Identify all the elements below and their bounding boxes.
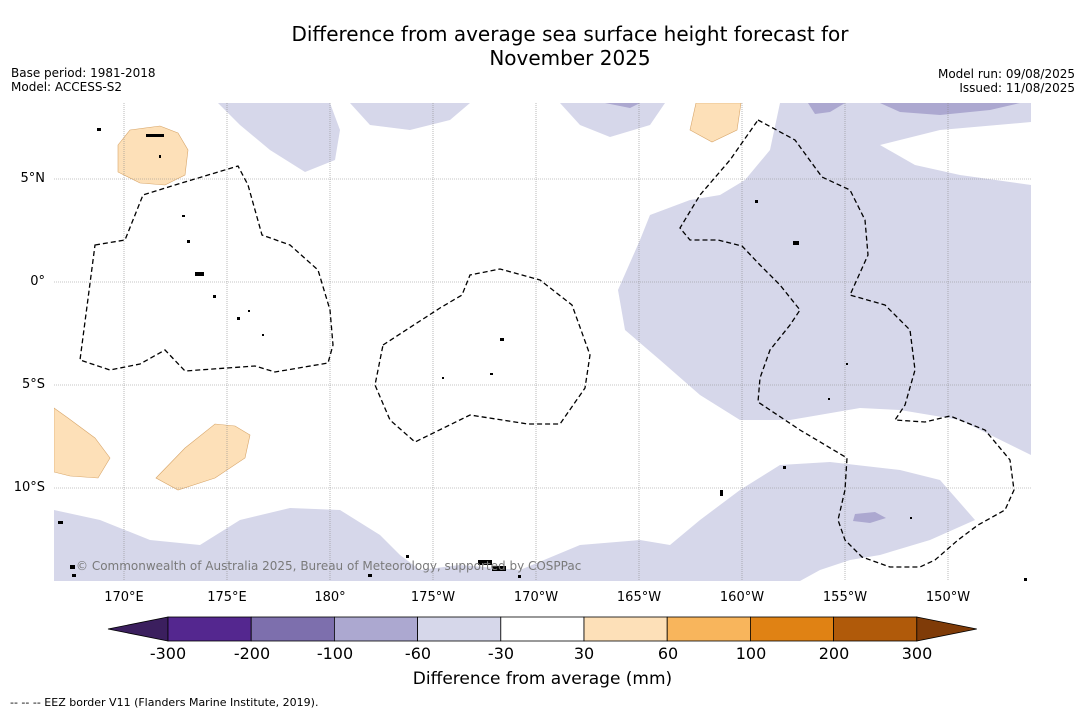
colorbar-swatch [833, 616, 918, 642]
lon-tick-170w: 170°W [513, 590, 559, 605]
gridlines [54, 103, 1031, 581]
colorbar-label-2: -200 [233, 644, 271, 663]
colorbar-swatch [583, 616, 668, 642]
colorbar-label-9: 200 [818, 644, 850, 663]
lat-tick-10s: 10°S [13, 480, 45, 495]
lat-tick-0: 0° [30, 274, 45, 289]
colorbar-extend-low [107, 616, 169, 642]
eez-legend: -- -- -- EEZ border V11 (Flanders Marine… [10, 696, 319, 709]
region-warm-3 [54, 407, 111, 479]
eez-kiribati-gilbert [79, 165, 334, 373]
colorbar-swatch [250, 616, 335, 642]
region-warm-4 [155, 423, 251, 491]
meta-left: Base period: 1981-2018 Model: ACCESS-S2 [11, 66, 156, 94]
colorbar-title: Difference from average (mm) [412, 669, 673, 689]
lon-tick-175w: 175°W [410, 590, 456, 605]
colorbar-label-4: -60 [404, 644, 432, 663]
lat-tick-5n: 5°N [20, 171, 46, 186]
lon-tick-155w: 155°W [822, 590, 868, 605]
colorbar-swatch [666, 616, 751, 642]
islands [58, 128, 1027, 581]
colorbar-label-5: -30 [487, 644, 515, 663]
eez-kiribati-line [679, 119, 1015, 568]
region-light-south [54, 462, 975, 581]
lon-tick-165w: 165°W [616, 590, 662, 605]
region-light-east [618, 103, 1031, 455]
title-line-1: Difference from average sea surface heig… [291, 22, 849, 46]
region-warm-1 [117, 125, 189, 186]
region-warm-2 [689, 103, 742, 143]
eez-borders [79, 119, 1015, 568]
title-line-2: November 2025 [489, 46, 651, 70]
lon-tick-175e: 175°E [207, 590, 247, 605]
lon-tick-180: 180° [314, 590, 346, 605]
lon-tick-160w: 160°W [719, 590, 765, 605]
colorbar-swatch [500, 616, 585, 642]
region-light-n1 [350, 103, 470, 130]
base-period: Base period: 1981-2018 [11, 66, 156, 80]
model-run: Model run: 09/08/2025 [937, 67, 1075, 81]
colorbar-label-8: 100 [735, 644, 767, 663]
model-name: Model: ACCESS-S2 [11, 80, 123, 94]
colorbar-label-6: 30 [573, 644, 595, 663]
meta-right: Model run: 09/08/2025 Issued: 11/08/2025 [938, 67, 1075, 95]
colorbar-swatch [167, 616, 252, 642]
region-white-ne [880, 122, 1031, 185]
colorbar-swatch [417, 616, 502, 642]
copyright-notice: © Commonwealth of Australia 2025, Bureau… [76, 559, 582, 573]
lat-tick-5s: 5°S [21, 377, 45, 392]
colorbar-label-10: 300 [901, 644, 933, 663]
colorbar-swatch [333, 616, 418, 642]
issued-date: Issued: 11/08/2025 [959, 81, 1075, 95]
colorbar-extend-high [916, 616, 977, 642]
eez-kiribati-phoenix [374, 268, 591, 443]
colorbar-label-7: 60 [657, 644, 679, 663]
colorbar-swatch [750, 616, 835, 642]
colorbar-label-1: -300 [149, 644, 187, 663]
region-light-nw [218, 103, 340, 172]
colorbar-label-3: -100 [316, 644, 354, 663]
lon-tick-150w: 150°W [925, 590, 971, 605]
lon-tick-170e: 170°E [104, 590, 144, 605]
map-title: Difference from average sea surface heig… [0, 22, 1085, 70]
